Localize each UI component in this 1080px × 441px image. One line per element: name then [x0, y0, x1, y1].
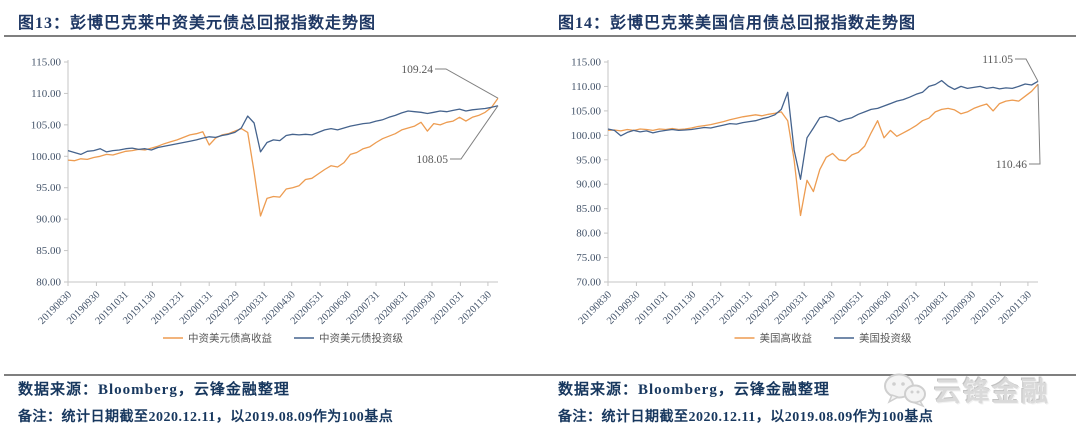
- line-chart-14: 115.00 110.00 105.00 100.00 95.00 90.00 85.00 8…: [571, 54, 1041, 345]
- legend-label-1: 中资美元债投资级: [319, 332, 403, 345]
- chart-panel-13: 图13：彭博巴克莱中资美元债总回报指数走势图 115.00 110.00 105.0…: [0, 0, 540, 372]
- footnote-left: 备注：统计日期截至2020.12.11，以2019.08.09作为100基点: [18, 410, 394, 425]
- y-tick-label: 85.00: [36, 245, 61, 257]
- y-tick-label: 110.00: [31, 88, 61, 100]
- y-tick-label: 115.00: [571, 57, 601, 69]
- y-tick-label: 85.00: [576, 203, 601, 215]
- footer-left: 数据来源：Bloomberg，云锋金融整理 备注：统计日期截至2020.12.1…: [18, 378, 548, 426]
- y-tick-label: 100.00: [31, 151, 62, 163]
- annotation-leader: [1029, 84, 1041, 165]
- y-tick-label: 115.00: [31, 57, 61, 69]
- y-tick-label: 95.00: [36, 182, 61, 194]
- y-tick-label: 90.00: [576, 179, 601, 191]
- y-tick-label: 70.00: [576, 277, 601, 289]
- series-line-1: [67, 105, 499, 156]
- y-tick-label: 110.00: [571, 81, 601, 93]
- y-tick-label: 80.00: [576, 228, 601, 240]
- y-tick-label: 100.00: [571, 130, 602, 142]
- annotation-label: 108.05: [416, 154, 448, 166]
- y-tick-label: 75.00: [576, 252, 601, 264]
- y-tick-label: 80.00: [36, 277, 61, 289]
- legend-label-0: 中资美元债高收益: [188, 332, 272, 345]
- y-tick-label: 105.00: [31, 119, 62, 131]
- y-tick-label: 105.00: [571, 105, 602, 117]
- series-line-1: [607, 79, 1039, 180]
- series-line-0: [607, 83, 1039, 217]
- annotation-label: 111.05: [982, 54, 1013, 66]
- chart-panel-14: 图14：彭博巴克莱美国信用债总回报指数走势图 115.00 110.00 105.0…: [540, 0, 1080, 372]
- wechat-icon: [884, 373, 926, 407]
- y-tick-label: 95.00: [576, 154, 601, 166]
- annotation-leader: [1015, 58, 1039, 82]
- footer-divider: [4, 374, 1076, 376]
- footnote-right: 备注：统计日期截至2020.12.11，以2019.08.09作为100基点: [558, 410, 934, 425]
- y-tick-label: 90.00: [36, 214, 61, 226]
- data-source-right: 数据来源：Bloomberg，云锋金融整理: [558, 382, 830, 398]
- annotation-leader: [450, 105, 499, 160]
- footer-right: 数据来源：Bloomberg，云锋金融整理 备注：统计日期截至2020.12.1…: [558, 378, 1080, 426]
- line-chart-13: 115.00 110.00 105.00 100.00 95.00 90.00 85.00 8…: [31, 57, 499, 345]
- annotation-label: 110.46: [996, 159, 1027, 171]
- title-divider: [4, 35, 1076, 37]
- annotation-leader: [435, 68, 499, 99]
- annotation-label: 109.24: [401, 64, 433, 76]
- chart-title-13: 图13：彭博巴克莱中资美元债总回报指数走势图: [18, 15, 377, 32]
- yunfeng-watermark: 云锋金融: [882, 370, 1050, 409]
- legend-label-1: 美国投资级: [859, 332, 912, 345]
- data-source-left: 数据来源：Bloomberg，云锋金融整理: [18, 382, 290, 398]
- watermark-text: 云锋金融: [934, 377, 1050, 407]
- legend-label-0: 美国高收益: [760, 332, 813, 345]
- chart-title-14: 图14：彭博巴克莱美国信用债总回报指数走势图: [558, 15, 917, 32]
